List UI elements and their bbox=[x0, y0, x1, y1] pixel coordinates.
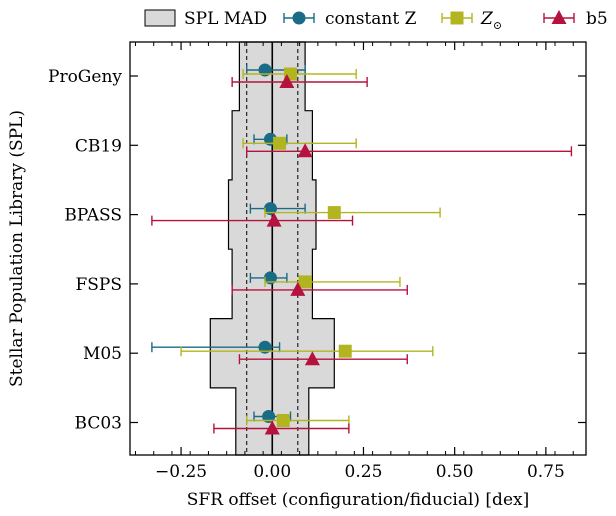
marker-circle bbox=[258, 340, 272, 354]
marker-square bbox=[327, 206, 341, 220]
series-square bbox=[180, 67, 441, 427]
x-tick-label: 0.25 bbox=[345, 462, 383, 482]
marker-triangle bbox=[304, 351, 320, 366]
x-axis-label: SFR offset (configuration/fiducial) [dex… bbox=[187, 490, 529, 510]
y-tick-label: M05 bbox=[83, 344, 122, 364]
reference-lines bbox=[246, 42, 299, 455]
y-tick-label: BC03 bbox=[75, 414, 122, 434]
y-tick-label: BPASS bbox=[64, 206, 122, 226]
point-square-bpass bbox=[264, 206, 441, 220]
marker-square bbox=[298, 275, 312, 289]
marker-circle bbox=[263, 271, 277, 285]
marker-triangle bbox=[266, 212, 282, 227]
y-tick-label: CB19 bbox=[75, 136, 122, 156]
legend-b5-label: b5 bbox=[586, 9, 608, 29]
marker-circle bbox=[258, 63, 272, 77]
legend-marker-triangle bbox=[551, 10, 567, 24]
marker-square bbox=[338, 344, 352, 358]
legend-marker-circle bbox=[292, 11, 306, 25]
x-tick-label: −0.25 bbox=[155, 462, 207, 482]
legend-band-swatch bbox=[144, 9, 176, 27]
marker-triangle bbox=[297, 143, 313, 158]
legend-solar-z-marker bbox=[441, 11, 473, 25]
point-triangle-fsps bbox=[231, 281, 408, 296]
legend-constant-z-marker bbox=[283, 11, 315, 25]
x-tick-label: 0.75 bbox=[527, 462, 565, 482]
x-tick-label: 0.50 bbox=[436, 462, 474, 482]
legend-constant-z-label: constant Z bbox=[325, 9, 417, 29]
axis-ticks: −0.25 0.00 0.25 0.50 0.75 ProGeny CB19 BPASS FSP… bbox=[48, 42, 586, 482]
marker-triangle bbox=[290, 281, 306, 296]
point-triangle-bc03 bbox=[213, 420, 350, 435]
data-series bbox=[151, 63, 573, 435]
point-square-m05 bbox=[180, 344, 434, 358]
legend-band-label: SPL MAD bbox=[184, 9, 267, 29]
point-triangle-bpass bbox=[151, 212, 354, 227]
marker-triangle bbox=[279, 74, 295, 88]
point-circle-bpass bbox=[249, 202, 306, 216]
plot-frame bbox=[129, 41, 587, 456]
legend-solar-z-label: Z⊙ bbox=[480, 9, 502, 32]
point-square-fsps bbox=[264, 275, 401, 289]
y-axis-label: Stellar Population Library (SPL) bbox=[7, 110, 27, 387]
legend-solar-z-sub: ⊙ bbox=[493, 19, 502, 32]
point-triangle-cb19 bbox=[246, 143, 573, 158]
legend-b5-marker bbox=[543, 10, 575, 24]
legend-solar-z-main: Z bbox=[480, 9, 494, 29]
x-tick-label: 0.00 bbox=[253, 462, 291, 482]
point-square-bc03 bbox=[246, 414, 350, 427]
marker-circle bbox=[262, 410, 276, 423]
marker-square bbox=[276, 414, 290, 427]
y-tick-label: FSPS bbox=[75, 275, 122, 295]
marker-circle bbox=[263, 202, 277, 216]
legend-marker-square bbox=[450, 11, 464, 25]
point-square-cb19 bbox=[242, 136, 357, 150]
y-tick-label: ProGeny bbox=[48, 67, 122, 87]
series-triangle bbox=[151, 74, 573, 435]
point-triangle-progeny bbox=[231, 74, 368, 88]
marker-square bbox=[273, 136, 287, 150]
legend: SPL MAD constant Z Z⊙ b5 bbox=[144, 9, 608, 32]
point-triangle-m05 bbox=[238, 351, 408, 366]
marker-triangle bbox=[264, 420, 280, 435]
